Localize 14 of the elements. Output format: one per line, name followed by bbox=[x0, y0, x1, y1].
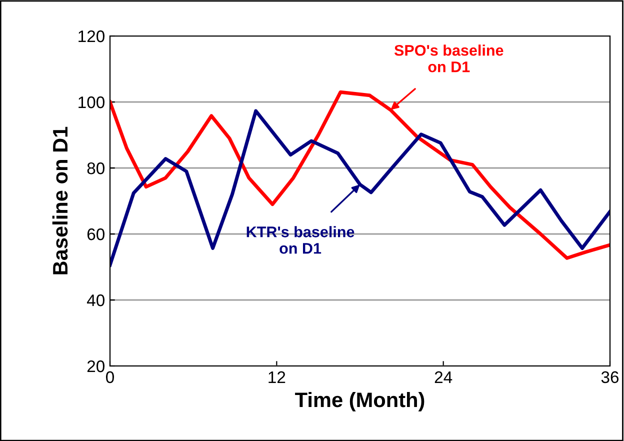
y-axis-title: Baseline on D1 bbox=[52, 126, 68, 274]
y-tick-label: 100 bbox=[78, 96, 104, 108]
annotation: KTR's baseline on D1 bbox=[246, 226, 354, 254]
x-axis-title: Time (Month) bbox=[295, 392, 424, 412]
annotation: SPO's baseline on D1 bbox=[394, 44, 504, 72]
x-tick-label: 36 bbox=[601, 371, 619, 384]
x-tick-label: 12 bbox=[268, 371, 286, 383]
y-tick-label: 80 bbox=[87, 162, 104, 174]
y-tick-label: 40 bbox=[86, 294, 104, 306]
y-tick-label: 60 bbox=[87, 228, 104, 240]
x-tick-label: 0 bbox=[106, 371, 114, 384]
y-tick-label: 20 bbox=[87, 360, 104, 372]
y-tick-label: 120 bbox=[78, 30, 104, 42]
x-tick-label: 24 bbox=[434, 371, 452, 383]
